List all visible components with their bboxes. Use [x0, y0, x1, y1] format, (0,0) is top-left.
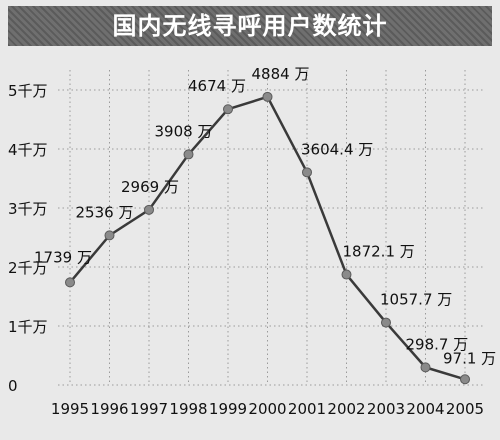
data-point [183, 149, 194, 160]
data-label: 298.7 万 [406, 335, 469, 353]
data-label: 4674 万 [188, 77, 246, 95]
data-label: 4884 万 [252, 65, 310, 83]
data-point [223, 104, 233, 115]
x-tick-label: 1995 [51, 400, 89, 418]
x-tick-label: 1997 [130, 400, 168, 418]
x-tick-label: 2001 [288, 400, 326, 418]
data-label: 1872.1 万 [343, 243, 415, 261]
data-point [262, 91, 273, 102]
x-tick-label: 1996 [90, 400, 128, 418]
y-tick-label: 2千万 [8, 259, 48, 277]
chart-title: 国内无线寻呼用户数统计 [112, 11, 388, 40]
data-label: 97.1 万 [443, 349, 496, 367]
data-point [302, 167, 312, 178]
x-tick-label: 2002 [327, 400, 365, 418]
x-tick-label: 2004 [406, 400, 444, 418]
data-point [65, 277, 75, 288]
data-point [420, 362, 431, 373]
y-tick-label: 3千万 [8, 200, 48, 218]
x-tick-label: 2000 [248, 400, 286, 418]
data-point [104, 230, 115, 241]
x-tick-label: 1999 [209, 400, 247, 418]
data-point [341, 269, 352, 280]
data-point [144, 204, 154, 215]
title-bar: 国内无线寻呼用户数统计 [8, 6, 492, 46]
y-tick-label: 0 [8, 377, 18, 395]
data-point [381, 317, 391, 328]
data-label: 1739 万 [34, 248, 92, 266]
y-tick-label: 5千万 [8, 82, 48, 100]
data-label: 3908 万 [155, 122, 213, 140]
data-point [460, 374, 470, 385]
y-tick-label: 1千万 [8, 318, 48, 336]
x-tick-label: 2005 [446, 400, 484, 418]
y-tick-label: 4千万 [8, 141, 48, 159]
data-label: 2969 万 [121, 178, 179, 196]
data-label: 1057.7 万 [380, 291, 452, 309]
x-tick-label: 1998 [169, 400, 207, 418]
x-tick-label: 2003 [367, 400, 405, 418]
data-label: 3604.4 万 [301, 140, 373, 158]
data-label: 2536 万 [76, 203, 134, 221]
